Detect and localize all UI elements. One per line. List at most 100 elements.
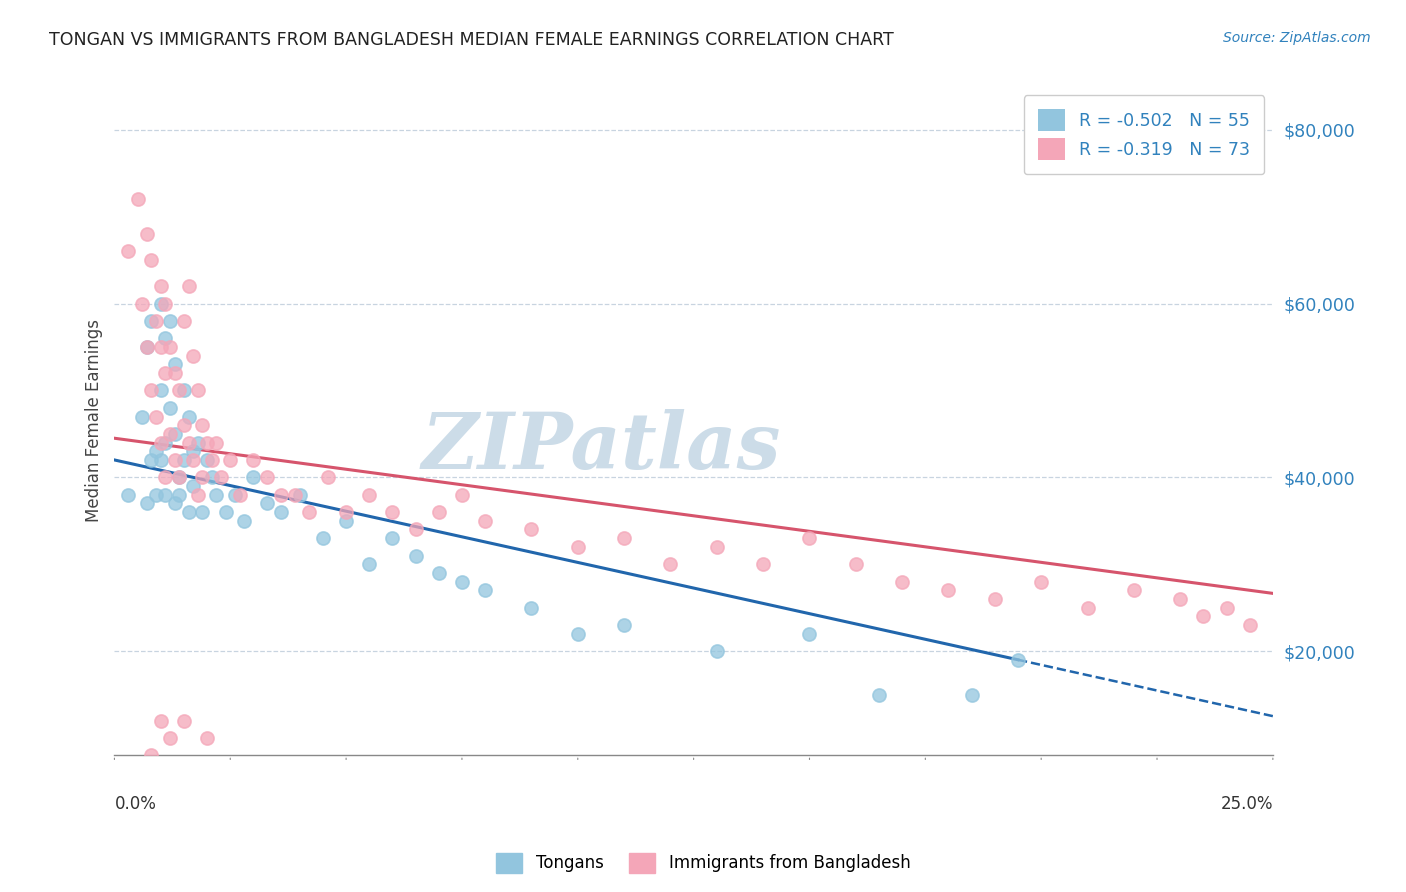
Point [960,688,983,702]
Point [298,505,321,519]
Point [567,626,589,640]
Y-axis label: Median Female Earnings: Median Female Earnings [86,319,103,523]
Point [520,523,543,537]
Point [155,296,177,310]
Point [451,574,474,589]
Point [284,488,307,502]
Point [1192,609,1215,624]
Point [159,314,181,328]
Point [181,453,204,467]
Point [173,418,195,433]
Point [173,453,195,467]
Point [177,279,200,293]
Point [169,488,191,502]
Point [233,514,256,528]
Point [177,435,200,450]
Point [201,453,224,467]
Point [149,435,172,450]
Point [1239,618,1261,632]
Point [169,384,191,398]
Point [335,514,357,528]
Point [145,444,167,458]
Point [381,531,404,545]
Point [163,453,186,467]
Point [242,470,264,484]
Legend: Tongans, Immigrants from Bangladesh: Tongans, Immigrants from Bangladesh [489,847,917,880]
Point [149,296,172,310]
Point [169,470,191,484]
Point [187,435,209,450]
Point [135,496,157,510]
Point [149,340,172,354]
Point [706,540,728,554]
Point [181,444,204,458]
Point [155,470,177,484]
Point [195,731,218,745]
Point [173,714,195,728]
Point [256,470,278,484]
Point [141,453,163,467]
Text: TONGAN VS IMMIGRANTS FROM BANGLADESH MEDIAN FEMALE EARNINGS CORRELATION CHART: TONGAN VS IMMIGRANTS FROM BANGLADESH MED… [49,31,894,49]
Point [187,488,209,502]
Point [984,591,1007,606]
Point [359,558,381,572]
Point [141,748,163,763]
Point [1122,583,1144,598]
Text: Source: ZipAtlas.com: Source: ZipAtlas.com [1223,31,1371,45]
Point [613,531,636,545]
Point [149,453,172,467]
Point [149,384,172,398]
Point [405,549,427,563]
Text: 25.0%: 25.0% [1220,796,1272,814]
Point [706,644,728,658]
Point [155,488,177,502]
Point [173,314,195,328]
Point [938,583,960,598]
Point [312,531,335,545]
Point [117,488,139,502]
Point [155,366,177,380]
Point [474,514,496,528]
Point [214,505,236,519]
Point [1215,600,1237,615]
Point [159,731,181,745]
Point [205,435,228,450]
Point [427,505,450,519]
Point [145,488,167,502]
Point [149,279,172,293]
Point [187,384,209,398]
Point [868,688,890,702]
Point [224,488,246,502]
Point [427,566,450,580]
Point [228,488,250,502]
Point [209,470,232,484]
Point [270,505,292,519]
Point [181,349,204,363]
Point [567,540,589,554]
Point [195,453,218,467]
Point [155,331,177,345]
Point [316,470,339,484]
Point [169,470,191,484]
Point [131,409,153,424]
Point [201,470,224,484]
Point [270,488,292,502]
Point [752,558,775,572]
Point [191,505,214,519]
Point [163,357,186,371]
Point [127,192,149,206]
Point [359,488,381,502]
Point [145,409,167,424]
Point [613,618,636,632]
Point [141,314,163,328]
Point [163,426,186,441]
Point [219,453,242,467]
Point [191,470,214,484]
Point [141,384,163,398]
Point [159,340,181,354]
Legend: R = -0.502   N = 55, R = -0.319   N = 73: R = -0.502 N = 55, R = -0.319 N = 73 [1024,95,1264,174]
Point [181,479,204,493]
Point [891,574,914,589]
Point [173,384,195,398]
Point [163,366,186,380]
